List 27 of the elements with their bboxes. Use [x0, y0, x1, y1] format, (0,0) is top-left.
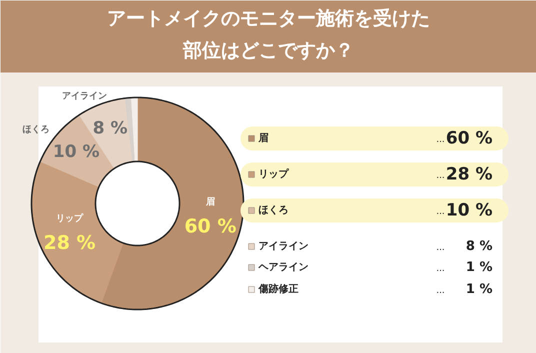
legend-label: ほくろ: [258, 205, 288, 216]
data-label: 1 %: [466, 282, 493, 297]
chart-title: アートメイクのモニター施術を受けた部位はどこですか？: [107, 8, 430, 62]
text: ...: [436, 207, 445, 217]
slice-label: ほくろ: [22, 125, 50, 136]
legend-label: ヘアライン: [258, 262, 308, 273]
text: 10 %: [446, 200, 492, 220]
slice-label: リップ: [56, 212, 84, 224]
legend-label: アイライン: [258, 241, 308, 252]
data-label: 8 %: [92, 118, 128, 138]
legend-label: リップ: [258, 168, 290, 180]
data-label: 1 %: [466, 260, 493, 275]
text: ...: [436, 135, 445, 145]
text: ...: [436, 264, 445, 274]
text: ...: [436, 243, 445, 253]
data-label: 28 %: [44, 232, 96, 254]
legend-label: 傷跡修正: [258, 283, 298, 295]
slice-label: 眉: [204, 196, 215, 208]
data-label: 10 %: [52, 142, 100, 162]
text: ...: [436, 171, 445, 181]
slice-label: アイライン: [62, 91, 108, 102]
data-label: 60 %: [184, 215, 236, 238]
text: ...: [436, 286, 445, 296]
legend-label: 眉: [258, 132, 268, 144]
text: 28 %: [446, 164, 492, 184]
text: 60 %: [446, 128, 492, 148]
text: 8 %: [466, 239, 493, 254]
